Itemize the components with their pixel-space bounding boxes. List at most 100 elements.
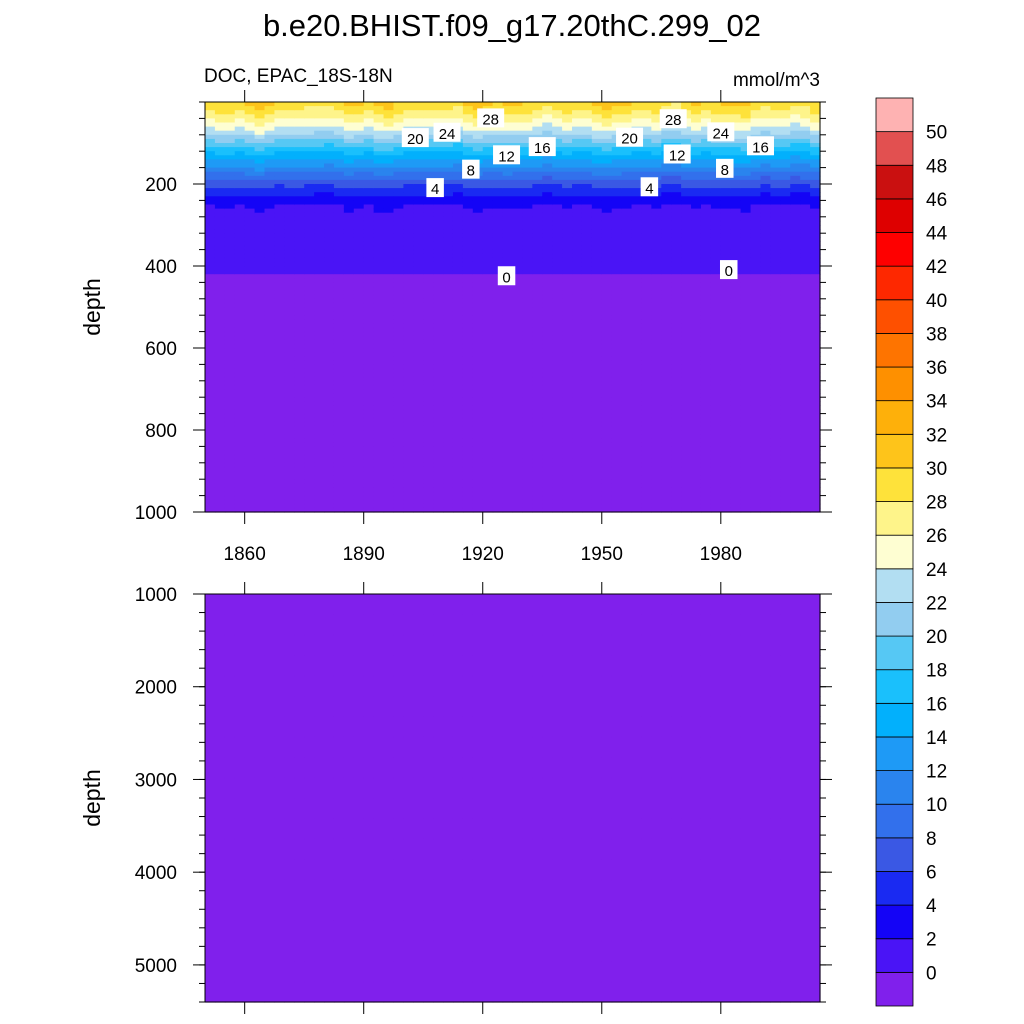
contour-cell bbox=[363, 384, 375, 390]
contour-cell bbox=[284, 225, 295, 230]
contour-cell bbox=[452, 171, 464, 177]
contour-cell bbox=[254, 446, 266, 452]
contour-cell bbox=[621, 471, 633, 476]
contour-cell bbox=[532, 417, 543, 423]
contour-cell bbox=[244, 245, 256, 251]
contour-cell bbox=[591, 409, 603, 415]
contour-cell bbox=[641, 438, 652, 443]
contour-cell bbox=[423, 237, 434, 242]
contour-cell bbox=[601, 114, 613, 119]
contour-cell bbox=[294, 311, 305, 316]
contour-cell bbox=[552, 450, 563, 456]
contour-cell bbox=[234, 360, 246, 365]
contour-cell bbox=[214, 438, 226, 443]
contour-cell bbox=[532, 261, 543, 267]
contour-cell bbox=[542, 405, 553, 411]
contour-cell bbox=[542, 204, 553, 210]
contour-cell bbox=[383, 335, 395, 341]
contour-cell bbox=[492, 487, 504, 493]
contour-cell bbox=[284, 245, 295, 251]
contour-cell bbox=[363, 507, 375, 513]
contour-cell bbox=[591, 475, 603, 480]
contour-cell bbox=[443, 159, 454, 165]
contour-cell bbox=[373, 163, 385, 169]
contour-cell bbox=[581, 384, 593, 390]
contour-cell bbox=[661, 471, 672, 476]
contour-cell bbox=[254, 401, 266, 406]
contour-cell bbox=[343, 274, 355, 279]
contour-cell bbox=[552, 278, 563, 283]
contour-cell bbox=[234, 188, 246, 193]
contour-cell bbox=[205, 425, 216, 431]
contour-cell bbox=[244, 130, 256, 136]
contour-cell bbox=[661, 261, 672, 267]
contour-cell bbox=[403, 282, 414, 288]
contour-cell bbox=[681, 212, 692, 218]
contour-cell bbox=[661, 348, 672, 353]
contour-cell bbox=[214, 454, 226, 460]
contour-cell bbox=[532, 237, 543, 242]
contour-cell bbox=[532, 184, 543, 189]
contour-cell bbox=[572, 458, 583, 464]
contour-cell bbox=[502, 253, 514, 259]
contour-cell bbox=[254, 307, 266, 312]
contour-cell bbox=[353, 196, 365, 201]
contour-cell bbox=[492, 237, 504, 242]
contour-cell bbox=[562, 266, 573, 271]
contour-cell bbox=[254, 229, 266, 234]
contour-cell bbox=[621, 393, 633, 398]
contour-cell bbox=[482, 487, 494, 493]
contour-cell bbox=[443, 270, 454, 275]
contour-cell bbox=[224, 311, 236, 316]
contour-cell bbox=[403, 159, 414, 165]
contour-cell bbox=[562, 233, 573, 238]
contour-cell bbox=[234, 171, 246, 177]
contour-cell bbox=[542, 434, 553, 439]
contour-cell bbox=[532, 475, 543, 480]
contour-cell bbox=[502, 138, 514, 144]
contour-cell bbox=[591, 393, 603, 398]
contour-cell bbox=[462, 442, 474, 447]
contour-cell bbox=[214, 417, 226, 423]
contour-cell bbox=[492, 302, 504, 308]
contour-cell bbox=[205, 138, 216, 144]
contour-cell bbox=[284, 507, 295, 513]
contour-cell bbox=[532, 216, 543, 222]
contour-cell bbox=[363, 356, 375, 361]
contour-cell bbox=[205, 491, 216, 497]
contour-cell bbox=[492, 356, 504, 361]
contour-cell bbox=[532, 425, 543, 431]
contour-cell bbox=[452, 471, 464, 476]
contour-cell bbox=[403, 237, 414, 242]
contour-cell bbox=[304, 339, 315, 345]
contour-cell bbox=[532, 126, 543, 132]
contour-cell bbox=[413, 196, 424, 201]
contour-cell bbox=[641, 335, 652, 341]
contour-cell bbox=[452, 302, 464, 308]
contour-cell bbox=[562, 335, 573, 341]
contour-cell bbox=[274, 147, 285, 152]
contour-cell bbox=[284, 368, 295, 374]
contour-cell bbox=[572, 454, 583, 460]
contour-cell bbox=[591, 237, 603, 242]
contour-cell bbox=[631, 290, 643, 296]
contour-cell bbox=[621, 372, 633, 378]
contour-cell bbox=[641, 327, 652, 333]
contour-cell bbox=[681, 138, 692, 144]
contour-cell bbox=[671, 466, 682, 472]
contour-cell bbox=[572, 319, 583, 324]
contour-cell bbox=[274, 364, 285, 370]
contour-cell bbox=[333, 282, 345, 288]
contour-cell bbox=[205, 466, 216, 472]
contour-cell bbox=[641, 266, 652, 271]
contour-cell bbox=[363, 102, 375, 107]
contour-cell bbox=[661, 462, 672, 468]
contour-cell bbox=[403, 462, 414, 468]
contour-cell bbox=[492, 241, 504, 247]
contour-cell bbox=[224, 257, 236, 263]
contour-cell bbox=[562, 225, 573, 230]
contour-cell bbox=[581, 208, 593, 214]
contour-cell bbox=[294, 188, 305, 193]
contour-cell bbox=[224, 192, 236, 197]
contour-cell bbox=[691, 192, 702, 197]
